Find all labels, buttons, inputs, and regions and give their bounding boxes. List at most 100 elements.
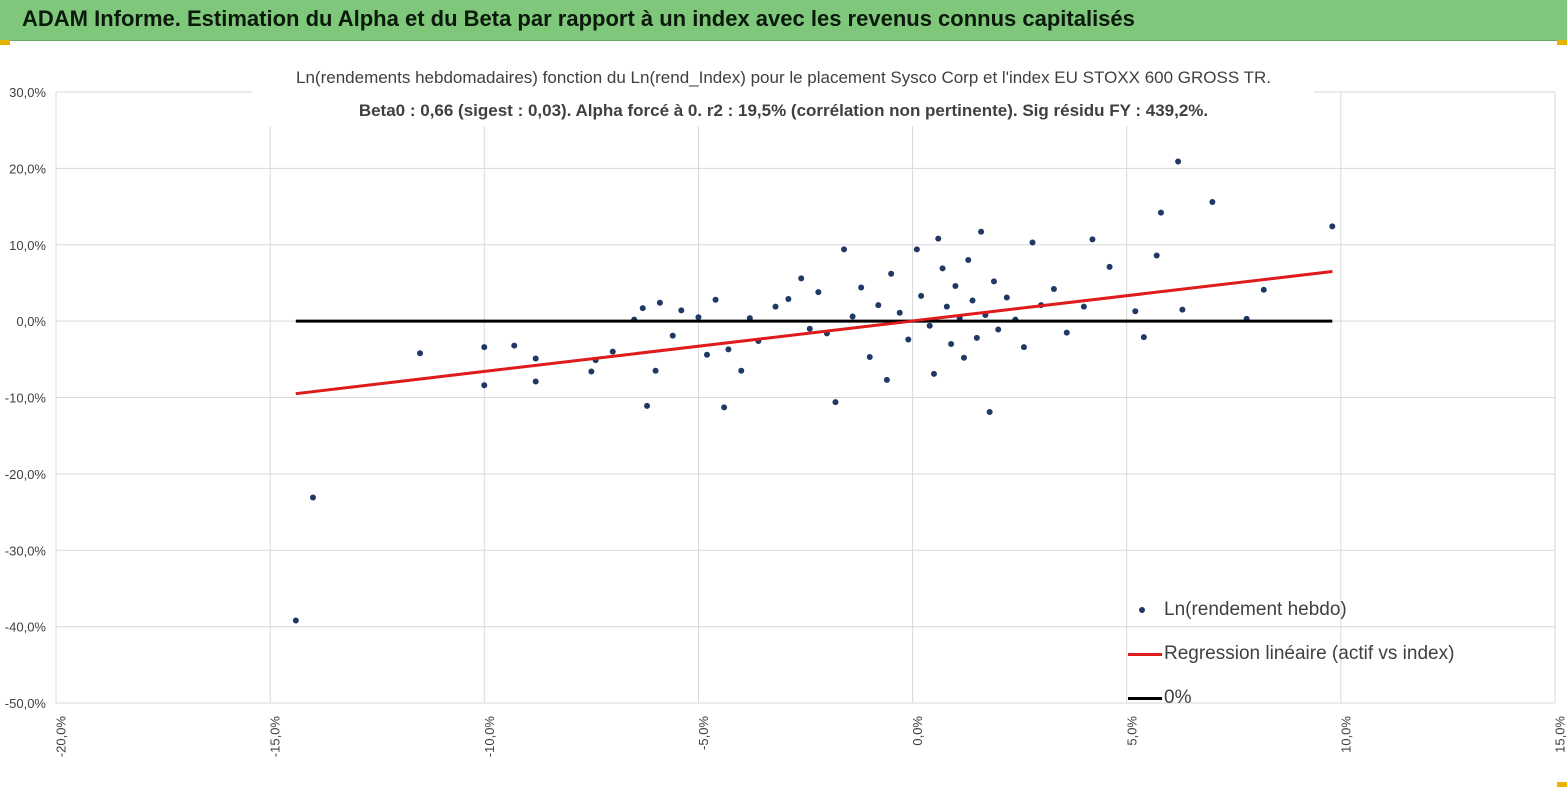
legend-marker-points [1128, 600, 1162, 620]
data-point [913, 246, 920, 253]
data-point [292, 617, 299, 624]
data-point [1106, 263, 1113, 270]
x-tick-label: -15,0% [268, 716, 283, 758]
data-point [417, 350, 424, 357]
x-tick-label: 15,0% [1553, 716, 1567, 753]
data-point [875, 302, 882, 309]
data-point [798, 275, 805, 282]
data-point [965, 257, 972, 264]
data-point [918, 292, 925, 299]
report-header: ADAM Informe. Estimation du Alpha et du … [0, 0, 1567, 41]
y-tick-label: -30,0% [5, 543, 47, 558]
data-point [725, 346, 732, 353]
data-point [695, 314, 702, 321]
data-point [930, 370, 937, 377]
data-point [943, 303, 950, 310]
data-point [588, 368, 595, 375]
data-point [978, 228, 985, 235]
data-point [678, 307, 685, 314]
data-point [511, 342, 518, 349]
data-point [888, 270, 895, 277]
y-tick-label: 10,0% [9, 238, 46, 253]
data-point [866, 354, 873, 361]
legend-marker-regression [1128, 644, 1162, 664]
data-point [1179, 306, 1186, 313]
x-tick-label: 0,0% [910, 716, 925, 746]
data-point [995, 326, 1002, 333]
data-point [1157, 209, 1164, 216]
chart-legend: Ln(rendement hebdo) Regression linéaire … [1128, 588, 1468, 720]
data-point [806, 325, 813, 332]
data-point [926, 322, 933, 329]
data-point [669, 332, 676, 339]
data-point [905, 336, 912, 343]
y-tick-label: -20,0% [5, 467, 47, 482]
legend-item-regression: Regression linéaire (actif vs index) [1128, 632, 1468, 676]
data-point [896, 309, 903, 316]
x-tick-label: -20,0% [54, 716, 69, 758]
data-point [712, 296, 719, 303]
data-point [1063, 329, 1070, 336]
data-point [1029, 239, 1036, 246]
report-title: ADAM Informe. Estimation du Alpha et du … [22, 6, 1135, 31]
legend-label-zero: 0% [1164, 687, 1192, 708]
data-point [639, 305, 646, 312]
data-point [841, 246, 848, 253]
chart-subtitle: Beta0 : 0,66 (sigest : 0,03). Alpha forc… [358, 101, 1209, 120]
data-point [973, 334, 980, 341]
data-point [1050, 286, 1057, 293]
x-tick-label: -5,0% [696, 716, 711, 750]
data-point [644, 402, 651, 409]
data-point [1260, 286, 1267, 293]
data-point [1080, 303, 1087, 310]
data-point [990, 278, 997, 285]
data-point [1175, 158, 1182, 165]
data-point [532, 378, 539, 385]
corner-marker-bottom-right [1557, 782, 1567, 787]
data-point [609, 348, 616, 355]
data-point [481, 344, 488, 351]
data-point [772, 303, 779, 310]
legend-marker-zero [1128, 688, 1162, 708]
data-point [656, 299, 663, 306]
data-point [815, 289, 822, 296]
data-point [1132, 308, 1139, 315]
corner-marker-top-right [1557, 40, 1567, 45]
y-tick-label: -40,0% [5, 620, 47, 635]
data-point [1140, 334, 1147, 341]
data-point [746, 315, 753, 322]
data-point [309, 494, 316, 501]
data-point [935, 235, 942, 242]
legend-label-points: Ln(rendement hebdo) [1164, 599, 1347, 620]
data-point [703, 351, 710, 358]
legend-item-zero: 0% [1128, 676, 1468, 720]
x-tick-label: -10,0% [482, 716, 497, 758]
y-tick-label: -10,0% [5, 391, 47, 406]
data-point [1003, 294, 1010, 301]
y-tick-label: -50,0% [5, 696, 47, 711]
data-point [832, 399, 839, 406]
corner-marker-top-left [0, 40, 10, 45]
data-point [532, 355, 539, 362]
data-point [883, 376, 890, 383]
data-point [849, 313, 856, 320]
data-point [948, 341, 955, 348]
data-point [986, 409, 993, 416]
data-point [1153, 252, 1160, 259]
data-point [969, 297, 976, 304]
data-point [1209, 198, 1216, 205]
data-point [1329, 223, 1336, 230]
regression-line-overlay [295, 270, 1333, 395]
x-tick-label: 5,0% [1124, 716, 1139, 746]
x-tick-label: 10,0% [1338, 716, 1353, 753]
data-point [952, 282, 959, 289]
data-point [785, 295, 792, 302]
data-point [939, 265, 946, 272]
y-tick-label: 0,0% [16, 314, 46, 329]
data-point [960, 354, 967, 361]
data-point [738, 367, 745, 374]
legend-item-points: Ln(rendement hebdo) [1128, 588, 1468, 632]
data-point [652, 367, 659, 374]
data-point [481, 382, 488, 389]
data-point [1089, 236, 1096, 243]
